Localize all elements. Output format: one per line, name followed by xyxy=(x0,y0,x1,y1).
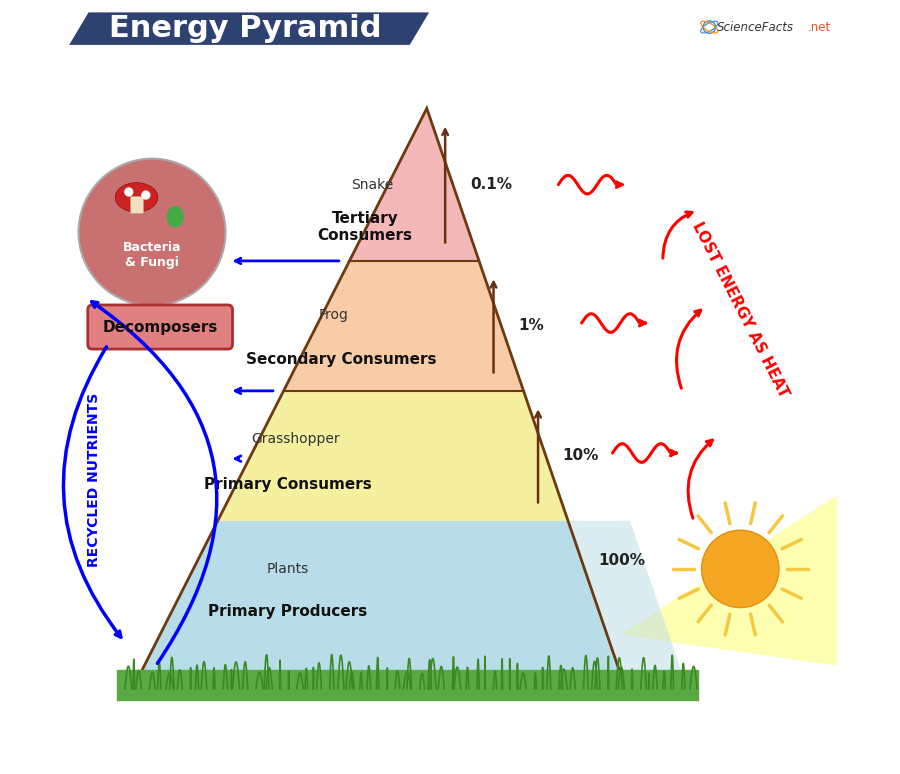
Text: Plants: Plants xyxy=(266,562,309,576)
Text: 0.1%: 0.1% xyxy=(470,177,512,192)
Text: Bacteria
& Fungi: Bacteria & Fungi xyxy=(122,241,181,269)
Polygon shape xyxy=(284,261,524,391)
Text: Primary Consumers: Primary Consumers xyxy=(203,477,372,491)
Polygon shape xyxy=(568,521,682,673)
Circle shape xyxy=(78,159,226,306)
Text: Decomposers: Decomposers xyxy=(103,320,218,334)
Text: ScienceFacts: ScienceFacts xyxy=(717,21,794,33)
Text: Energy Pyramid: Energy Pyramid xyxy=(109,14,382,43)
Text: 100%: 100% xyxy=(598,553,645,568)
Text: Frog: Frog xyxy=(319,307,349,321)
Polygon shape xyxy=(620,495,837,666)
Text: Tertiary
Consumers: Tertiary Consumers xyxy=(318,211,412,243)
Text: 1%: 1% xyxy=(518,318,544,334)
Text: Secondary Consumers: Secondary Consumers xyxy=(247,352,436,368)
Polygon shape xyxy=(218,391,568,521)
Bar xyxy=(130,196,143,213)
Text: LOST ENERGY AS HEAT: LOST ENERGY AS HEAT xyxy=(689,219,791,400)
Text: RECYCLED NUTRIENTS: RECYCLED NUTRIENTS xyxy=(87,392,101,567)
Circle shape xyxy=(124,187,133,197)
Polygon shape xyxy=(349,108,479,261)
Circle shape xyxy=(702,530,779,608)
Text: 10%: 10% xyxy=(562,448,599,464)
Text: Snake: Snake xyxy=(352,178,393,192)
Polygon shape xyxy=(69,12,429,45)
FancyBboxPatch shape xyxy=(88,305,232,349)
Text: Grasshopper: Grasshopper xyxy=(251,432,339,446)
Circle shape xyxy=(141,190,150,200)
Ellipse shape xyxy=(166,206,184,228)
Text: Primary Producers: Primary Producers xyxy=(208,604,367,618)
Text: .net: .net xyxy=(807,21,831,33)
Ellipse shape xyxy=(115,183,158,212)
Polygon shape xyxy=(140,521,620,673)
